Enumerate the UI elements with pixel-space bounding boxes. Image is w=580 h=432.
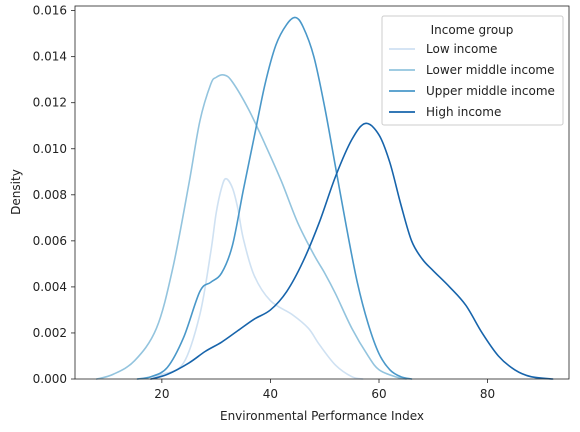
y-tick-label: 0.004 xyxy=(33,280,67,294)
legend-label: High income xyxy=(426,105,501,119)
series-line-low-income xyxy=(136,177,364,380)
plot-frame xyxy=(74,5,570,380)
series-line-upper-middle-income xyxy=(136,16,413,380)
y-tick-label: 0.016 xyxy=(33,4,67,18)
y-tick-label: 0.006 xyxy=(33,234,67,248)
legend-title: Income group xyxy=(431,23,514,37)
y-axis-title: Density xyxy=(9,169,23,215)
y-tick-label: 0.000 xyxy=(33,372,67,386)
legend-items: Low income Lower middle income Upper middl… xyxy=(389,42,555,119)
y-tick-label: 0.010 xyxy=(33,142,67,156)
x-axis: 20 40 60 80 xyxy=(154,379,495,401)
legend-label: Lower middle income xyxy=(426,63,555,77)
x-tick-label: 60 xyxy=(371,387,386,401)
legend: Income group Low income Lower middle inco… xyxy=(381,15,564,126)
series-line-high-income xyxy=(150,122,554,380)
y-tick-label: 0.002 xyxy=(33,326,67,340)
x-axis-title: Environmental Performance Index xyxy=(220,409,424,423)
legend-label: Low income xyxy=(426,42,497,56)
y-axis: 0.000 0.002 0.004 0.006 0.008 0.010 0.012 0.014… xyxy=(33,4,75,386)
y-tick-label: 0.012 xyxy=(33,96,67,110)
x-tick-label: 40 xyxy=(263,387,278,401)
y-tick-label: 0.014 xyxy=(33,50,67,64)
legend-box xyxy=(381,15,564,126)
y-tick-label: 0.008 xyxy=(33,188,67,202)
x-tick-label: 80 xyxy=(480,387,495,401)
legend-label: Upper middle income xyxy=(426,84,555,98)
series-layer xyxy=(95,16,554,380)
x-tick-label: 20 xyxy=(154,387,169,401)
series-line-lower-middle-income xyxy=(95,74,407,380)
